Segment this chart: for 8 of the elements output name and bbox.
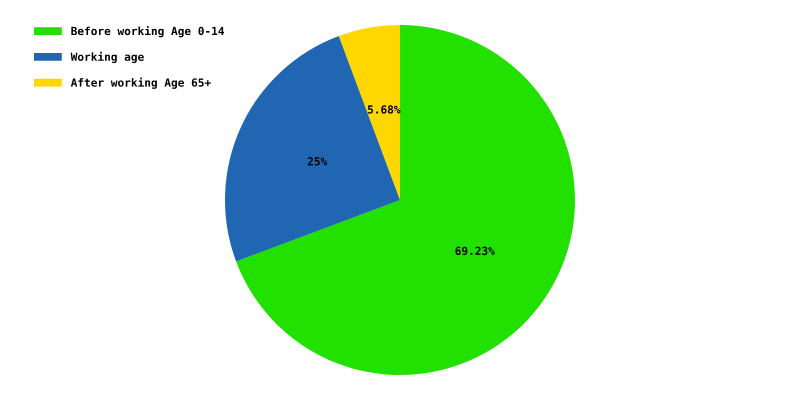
legend-label: Working age — [70, 52, 144, 64]
data-label: 69.23% — [455, 246, 495, 256]
data-label: 25% — [308, 157, 328, 166]
legend-label: After working Age 65+ — [70, 78, 211, 89]
pie-slice — [236, 25, 575, 375]
pie-slice — [225, 36, 400, 262]
legend-label: Before working Age 0-14 — [71, 26, 224, 38]
pie-slice — [338, 25, 400, 200]
